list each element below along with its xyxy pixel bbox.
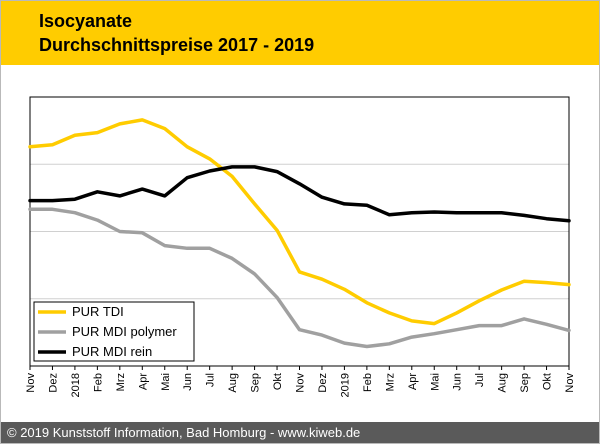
x-tick-label: Mrz — [384, 373, 396, 391]
legend: PUR TDI PUR MDI polymer PUR MDI rein — [33, 301, 195, 362]
x-tick-label: Jun — [452, 373, 464, 391]
series-line-pur-tdi — [28, 118, 571, 326]
series-lines — [28, 118, 571, 349]
x-tick-label: Okt — [542, 373, 554, 390]
x-tick-label: Okt — [272, 373, 284, 390]
series-line-pur-mdi-rein — [28, 165, 571, 223]
x-tick-label: Mai — [160, 373, 172, 391]
x-tick-label: Aug — [227, 373, 239, 393]
series-line-pur-mdi-polymer — [28, 207, 571, 349]
x-tick-label: Apr — [407, 373, 419, 390]
line-chart: Nov Dez 2018 Feb Mrz Apr Mai Jun Jul Aug Sep Okt Nov… — [25, 96, 576, 398]
x-tick-label: Jun — [182, 373, 194, 391]
x-tick-label: Nov — [25, 373, 37, 393]
x-tick-label: Sep — [250, 373, 262, 393]
chart-title: Isocyanate — [39, 11, 133, 31]
x-tick-label: Aug — [497, 373, 509, 393]
x-tick-label: Jul — [205, 373, 217, 387]
x-tick-label: Dez — [317, 373, 329, 393]
x-axis-ticks — [29, 366, 570, 370]
chart-header: Isocyanate Durchschnittspreise 2017 - 20… — [1, 1, 599, 65]
x-tick-label: Dez — [48, 373, 60, 393]
x-tick-label: Feb — [362, 373, 374, 392]
x-axis-labels: Nov Dez 2018 Feb Mrz Apr Mai Jun Jul Aug Sep Okt Nov… — [25, 373, 576, 398]
x-tick-label: Mai — [429, 373, 441, 391]
chart-subtitle: Durchschnittspreise 2017 - 2019 — [39, 35, 315, 55]
x-tick-label: Nov — [564, 373, 576, 393]
copyright-text: © 2019 Kunststoff Information, Bad Hombu… — [7, 425, 361, 440]
legend-label: PUR MDI polymer — [72, 324, 177, 339]
legend-label: PUR TDI — [72, 304, 124, 319]
legend-label: PUR MDI rein — [72, 344, 152, 359]
x-tick-label: Mrz — [115, 373, 127, 391]
x-tick-label: Jul — [474, 373, 486, 387]
x-tick-label: Sep — [519, 373, 531, 393]
copyright-footer: © 2019 Kunststoff Information, Bad Hombu… — [1, 422, 599, 443]
x-tick-label: Apr — [137, 373, 149, 390]
x-tick-label: Nov — [295, 373, 307, 393]
x-tick-label: 2019 — [339, 373, 351, 397]
x-tick-label: 2018 — [70, 373, 82, 397]
x-tick-label: Feb — [92, 373, 104, 392]
